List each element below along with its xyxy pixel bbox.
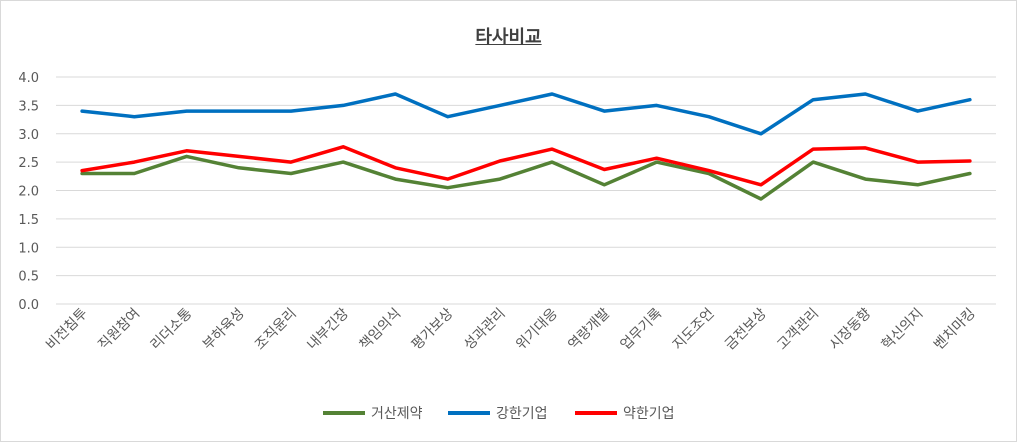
y-tick-label: 1.0 — [18, 241, 39, 256]
x-tick-label: 평가보상 — [409, 305, 457, 353]
y-tick-label: 0.5 — [18, 270, 39, 285]
x-tick-label: 직원참여 — [95, 306, 143, 354]
x-tick-label: 부하육성 — [200, 306, 248, 354]
x-tick-label: 금전보상 — [722, 305, 770, 353]
x-tick-label: 지도조언 — [670, 306, 718, 354]
chart-title: 타사비교 — [475, 27, 542, 48]
series-line-3 — [80, 145, 972, 187]
legend-label: 강한기업 — [496, 406, 548, 422]
y-tick-label: 2.0 — [18, 185, 39, 200]
x-tick-label: 업무기록 — [618, 305, 666, 353]
x-tick-label: 비전침투 — [43, 305, 91, 353]
series-line-1 — [80, 154, 972, 201]
x-tick-label: 위기대응 — [513, 305, 561, 353]
x-tick-label: 시장동향 — [827, 305, 875, 353]
x-tick-label: 벤치마킹 — [931, 306, 979, 354]
series-line-2 — [80, 92, 972, 136]
x-tick-label: 리더소통 — [148, 305, 196, 353]
y-tick-label: 4.0 — [18, 71, 39, 86]
x-tick-label: 내부긴장 — [304, 305, 352, 353]
x-tick-label: 혁신의지 — [879, 306, 927, 354]
x-tick-label: 역량개발 — [565, 305, 613, 353]
legend-label: 약한기업 — [623, 406, 675, 422]
x-tick-label: 책임의식 — [357, 306, 405, 354]
x-tick-label: 조직윤리 — [252, 306, 300, 354]
y-tick-label: 1.5 — [18, 213, 39, 228]
x-tick-label: 성과관리 — [461, 306, 509, 354]
legend-label: 거산제약 — [371, 406, 423, 422]
y-tick-label: 0.0 — [18, 298, 39, 313]
x-tick-label: 고객관리 — [774, 306, 822, 354]
y-tick-label: 3.5 — [18, 99, 39, 114]
y-tick-label: 2.5 — [18, 156, 39, 171]
y-tick-label: 3.0 — [18, 128, 39, 143]
